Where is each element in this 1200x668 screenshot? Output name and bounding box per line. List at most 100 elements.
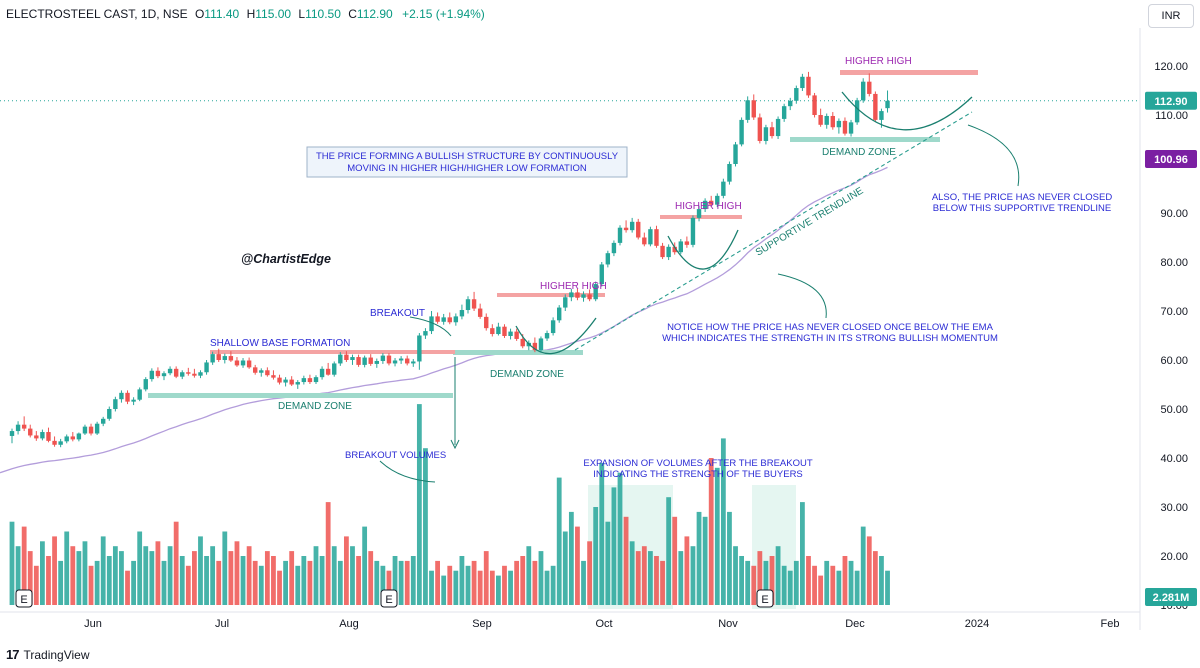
candle-body	[739, 119, 744, 145]
candle-body	[806, 76, 811, 96]
volume-bar	[544, 570, 550, 605]
volume-bar	[769, 556, 775, 605]
volume-bar	[818, 575, 824, 605]
candle-body	[216, 354, 221, 360]
volume-bar	[94, 560, 100, 605]
ema-value-label-box	[1145, 150, 1197, 168]
candle-body	[842, 120, 848, 134]
candle-body	[82, 426, 88, 434]
volume-bar	[52, 536, 57, 605]
volume-bar	[119, 551, 124, 605]
candle-body	[447, 317, 452, 323]
candle-body	[617, 227, 623, 243]
volume-bar	[830, 565, 836, 605]
volume-bar	[222, 531, 228, 605]
volume-bar	[131, 560, 136, 605]
high-value: 115.00	[255, 7, 292, 21]
volume-bar	[246, 546, 252, 605]
volume-bar	[228, 551, 234, 605]
candle-body	[672, 246, 677, 253]
volume-value-label-box	[1145, 588, 1197, 606]
candle-body	[848, 122, 854, 134]
tradingview-brand[interactable]: 17 TradingView	[6, 647, 90, 662]
candle-body	[581, 294, 586, 298]
volume-bar	[672, 516, 678, 605]
volume-bar	[350, 546, 355, 605]
candle-body	[405, 358, 410, 364]
volume-bar	[344, 536, 349, 605]
volume-bar	[143, 546, 149, 605]
candle-body	[325, 368, 331, 375]
volume-bar	[781, 565, 787, 605]
volume-bar	[404, 560, 410, 605]
volume-bar	[629, 541, 635, 605]
trendline-arrow	[967, 124, 1020, 187]
volume-bar	[161, 560, 167, 605]
volume-bar	[854, 570, 860, 605]
candle-body	[234, 360, 240, 366]
candle-body	[654, 229, 659, 246]
volume-bar	[82, 541, 88, 605]
candle-body	[715, 195, 720, 205]
volume-bar	[581, 560, 586, 605]
candle-body	[508, 331, 513, 336]
y-tick-label: 60.00	[1160, 355, 1188, 367]
symbol-header: ELECTROSTEEL CAST, 1D, NSE O111.40 H115.…	[6, 7, 485, 21]
demand-zone-2-label: DEMAND ZONE	[490, 369, 564, 380]
cup-curve	[841, 91, 973, 131]
plot-area	[0, 0, 1140, 612]
volume-bar	[15, 546, 21, 605]
y-tick-label: 70.00	[1160, 306, 1188, 318]
candle-body	[119, 392, 124, 400]
candle-body	[192, 373, 197, 376]
candle-body	[350, 357, 355, 360]
volume-bar	[635, 551, 641, 605]
demand-zone-band	[148, 393, 453, 398]
ema-arrow	[777, 273, 827, 319]
candle-body	[295, 382, 300, 385]
volume-bar	[271, 556, 276, 605]
candle-body	[386, 355, 392, 364]
volume-bar	[21, 526, 27, 605]
volume-bar	[9, 521, 15, 605]
demand-zone-band	[453, 350, 583, 355]
candle-body	[338, 354, 343, 364]
volume-bar	[787, 570, 793, 605]
candle-body	[301, 378, 307, 383]
earnings-marker-box	[380, 589, 398, 608]
candle-body	[283, 379, 288, 383]
y-tick-label: 90.00	[1160, 208, 1188, 220]
volume-bar	[532, 560, 538, 605]
x-tick-label: Jun	[84, 618, 102, 630]
volume-bar	[654, 556, 659, 605]
volume-bar	[800, 502, 805, 605]
candle-body	[198, 372, 203, 376]
volume-bar	[441, 575, 447, 605]
candle-body	[854, 100, 860, 123]
volume-bar	[879, 556, 884, 605]
volume-bar	[866, 536, 872, 605]
volume-bar	[264, 551, 270, 605]
x-tick-label: 2024	[965, 618, 989, 630]
last-price-label-box	[1145, 91, 1197, 110]
volume-bar	[477, 570, 483, 605]
volume-bar	[27, 551, 33, 605]
candle-body	[76, 433, 82, 440]
volume-bar	[453, 570, 459, 605]
candle-body	[623, 227, 629, 231]
candle-body	[332, 363, 337, 375]
candle-body	[727, 164, 732, 182]
currency-button[interactable]: INR	[1148, 4, 1194, 28]
y-tick-label: 110.00	[1155, 110, 1188, 122]
volume-bar	[392, 556, 398, 605]
resistance-line	[497, 293, 605, 297]
candle-body	[374, 360, 379, 364]
candle-body	[514, 331, 519, 339]
candle-body	[751, 100, 756, 118]
candle-body	[356, 357, 361, 365]
volume-bar	[216, 560, 222, 605]
candle-body	[34, 435, 39, 439]
y-tick-label: 50.00	[1160, 404, 1188, 416]
